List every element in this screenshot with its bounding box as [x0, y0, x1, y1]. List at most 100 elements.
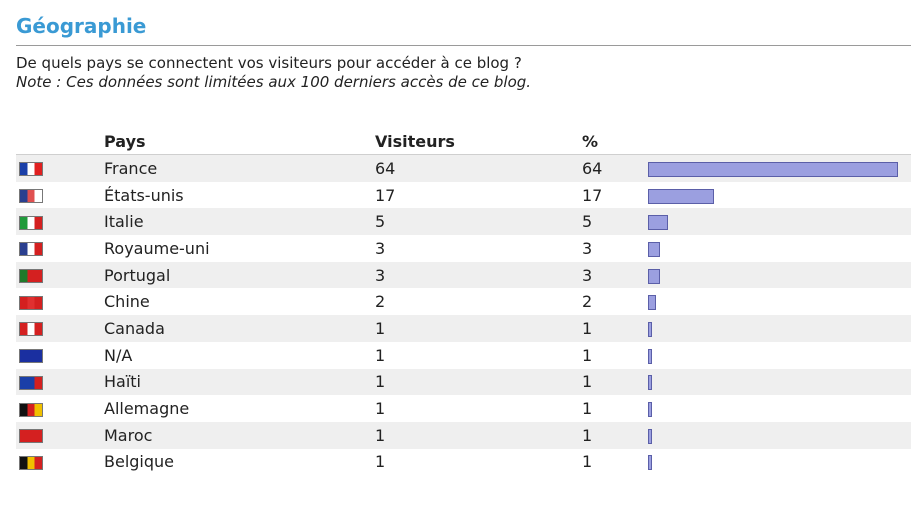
- country-name: Italie: [104, 208, 375, 236]
- table-row: Royaume-uni 3 3: [16, 235, 911, 262]
- table-row: Maroc 1 1: [16, 421, 911, 449]
- visitor-percent: 1: [582, 368, 648, 396]
- country-name: Belgique: [104, 452, 175, 472]
- visitor-count: 3: [375, 238, 386, 258]
- flag-canada-icon: [19, 322, 43, 337]
- table-row: France 64 64: [16, 154, 911, 182]
- table-row: Italie 5 5: [16, 208, 911, 236]
- table-row: N/A 1 1: [16, 342, 911, 369]
- visitor-count: 1: [375, 368, 582, 396]
- visitor-percent: 2: [582, 292, 593, 312]
- visitor-percent: 3: [582, 238, 593, 258]
- percent-bar: [648, 428, 652, 444]
- visitor-count: 1: [375, 421, 582, 449]
- flag-cell: [16, 208, 104, 236]
- visitor-count: 3: [375, 261, 582, 289]
- bar-cell: [648, 421, 911, 449]
- visitor-count: 1: [375, 315, 582, 342]
- country-name: Chine: [104, 292, 150, 312]
- visitor-count: 5: [375, 208, 582, 236]
- table-row: Haïti 1 1: [16, 368, 911, 396]
- bar-cell: [648, 208, 911, 236]
- intro-text: De quels pays se connectent vos visiteur…: [16, 54, 531, 92]
- visitor-percent: 1: [582, 399, 593, 419]
- country-name: N/A: [104, 345, 133, 365]
- header-bar: [648, 128, 911, 155]
- header-country: Pays: [104, 128, 375, 155]
- visitor-percent: 1: [582, 315, 648, 342]
- country-name: France: [104, 154, 375, 182]
- flag-cell: [16, 154, 104, 182]
- note-text: Note : Ces données sont limitées aux 100…: [16, 73, 532, 91]
- country-rows: France 64 64 États-unis 17 17 Italie 5 5 Royaume-…: [16, 154, 911, 476]
- visitor-percent: 1: [582, 345, 593, 365]
- flag-france-icon: [19, 162, 43, 177]
- table-row: Allemagne 1 1: [16, 395, 911, 422]
- visitor-percent: 1: [582, 452, 593, 472]
- table-header-row: Pays Visiteurs %: [16, 128, 911, 155]
- section-title: Géographie: [16, 14, 147, 38]
- flag-cell: [16, 288, 104, 315]
- visitor-count: 2: [375, 292, 386, 312]
- country-name: Royaume-uni: [104, 238, 210, 258]
- visitor-count: 64: [375, 154, 582, 182]
- visitor-percent: 5: [582, 208, 648, 236]
- percent-bar: [648, 268, 660, 284]
- table-row: Chine 2 2: [16, 288, 911, 315]
- percent-bar: [648, 295, 656, 311]
- country-name: Allemagne: [104, 399, 190, 419]
- header-visitors: Visiteurs: [375, 128, 582, 155]
- visitor-count: 17: [375, 185, 396, 205]
- table-row: États-unis 17 17: [16, 182, 911, 209]
- country-name: Maroc: [104, 421, 375, 449]
- percent-bar: [648, 161, 898, 177]
- visitor-percent: 1: [582, 421, 648, 449]
- flag-morocco-icon: [19, 429, 43, 444]
- flag-cell: [16, 449, 104, 476]
- percent-bar: [648, 188, 714, 204]
- flag-cell: [16, 421, 104, 449]
- header-flag: [16, 128, 104, 155]
- bar-cell: [648, 235, 911, 262]
- percent-bar: [648, 402, 652, 418]
- flag-cell: [16, 235, 104, 262]
- bar-cell: [648, 261, 911, 289]
- visitor-percent: 64: [582, 154, 648, 182]
- bar-cell: [648, 368, 911, 396]
- visitor-count: 1: [375, 345, 386, 365]
- country-table: Pays Visiteurs % France 64 64 États-unis 17 1…: [16, 128, 911, 475]
- header-percent: %: [582, 128, 648, 155]
- title-divider: [16, 45, 911, 46]
- table-row: Canada 1 1: [16, 315, 911, 342]
- flag-cell: [16, 261, 104, 289]
- flag-portugal-icon: [19, 269, 43, 284]
- flag-cell: [16, 368, 104, 396]
- table-row: Belgique 1 1: [16, 449, 911, 476]
- table-row: Portugal 3 3: [16, 261, 911, 289]
- bar-cell: [648, 342, 911, 369]
- flag-italy-icon: [19, 215, 43, 230]
- country-name: États-unis: [104, 185, 184, 205]
- percent-bar: [648, 321, 652, 337]
- flag-germany-icon: [19, 402, 43, 417]
- visitor-count: 1: [375, 399, 386, 419]
- country-name: Portugal: [104, 261, 375, 289]
- flag-cell: [16, 315, 104, 342]
- flag-cell: [16, 395, 104, 422]
- flag-uk-icon: [19, 242, 43, 257]
- bar-cell: [648, 182, 911, 209]
- percent-bar: [648, 348, 652, 364]
- flag-eu-icon: [19, 349, 43, 364]
- percent-bar: [648, 215, 668, 231]
- bar-cell: [648, 288, 911, 315]
- percent-bar: [648, 375, 652, 391]
- bar-cell: [648, 154, 911, 182]
- bar-cell: [648, 449, 911, 476]
- percent-bar: [648, 455, 652, 471]
- flag-cell: [16, 342, 104, 369]
- visitor-percent: 17: [582, 185, 603, 205]
- visitor-count: 1: [375, 452, 386, 472]
- visitor-percent: 3: [582, 261, 648, 289]
- country-name: Canada: [104, 315, 375, 342]
- percent-bar: [648, 241, 660, 257]
